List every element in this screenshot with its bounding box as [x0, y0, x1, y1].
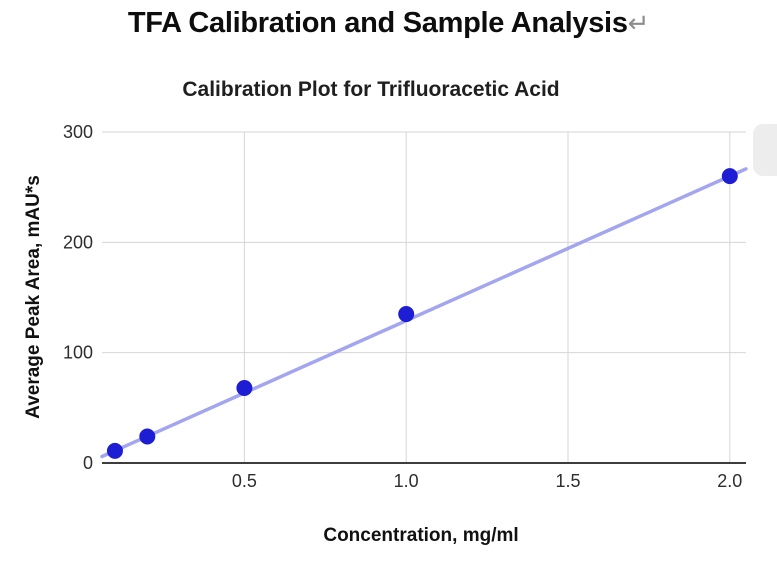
document-title-text: TFA Calibration and Sample Analysis: [127, 7, 628, 39]
trendline: [100, 167, 748, 459]
x-tick-label: 1.5: [555, 471, 580, 491]
x-tick-label: 1.0: [394, 471, 419, 491]
y-tick-label: 0: [83, 453, 93, 473]
document-title: TFA Calibration and Sample Analysis↵: [0, 7, 777, 40]
right-edge-artifact: [753, 124, 777, 176]
y-tick-label: 100: [63, 343, 93, 363]
data-point: [721, 168, 738, 185]
y-tick-label: 300: [63, 122, 93, 142]
y-tick-label: 200: [63, 232, 93, 252]
x-tick-label: 2.0: [717, 471, 742, 491]
paragraph-return-mark-icon: ↵: [627, 8, 650, 38]
data-point: [106, 442, 123, 459]
x-axis-title: Concentration, mg/ml: [323, 525, 519, 546]
x-tick-label: 0.5: [232, 471, 257, 491]
data-point: [139, 428, 156, 445]
chart-title: Calibration Plot for Trifluoracetic Acid: [182, 78, 560, 101]
data-point: [398, 306, 415, 323]
data-point: [236, 379, 253, 396]
